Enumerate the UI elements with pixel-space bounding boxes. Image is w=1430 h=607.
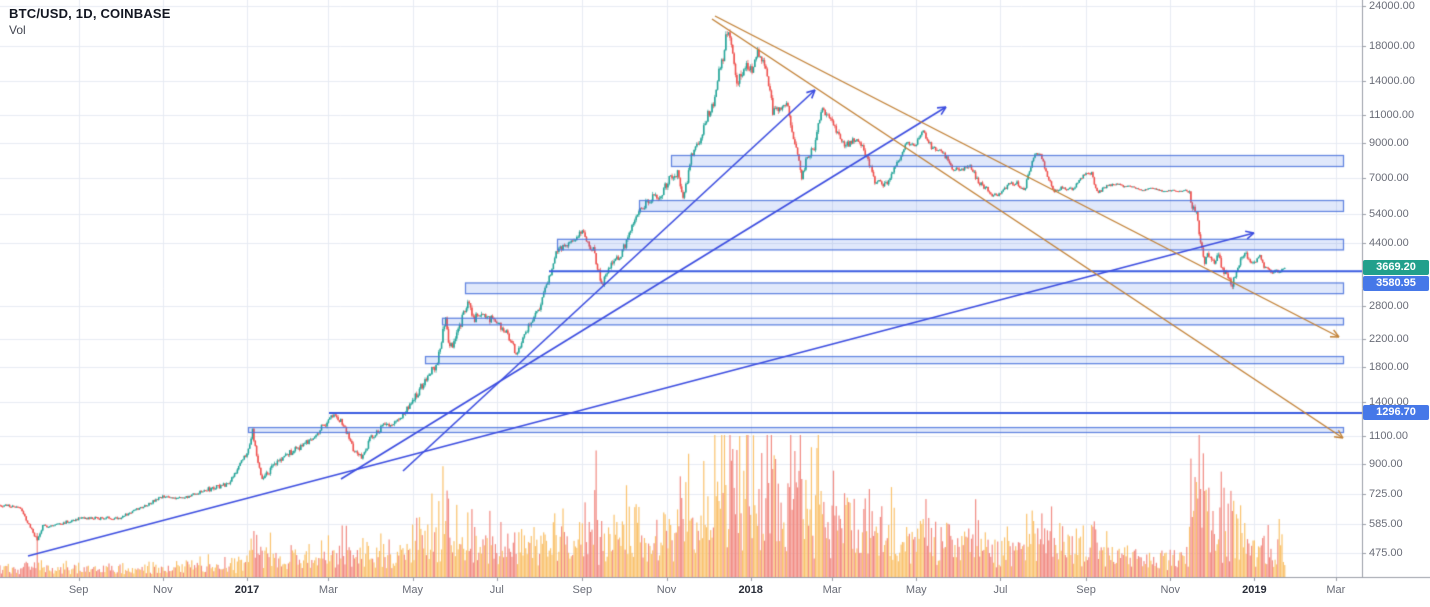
time-tick-label: Sep — [572, 584, 593, 596]
time-tick-label: Mar — [822, 584, 842, 596]
time-tick-label: May — [402, 584, 423, 596]
ray-price-badge: 3580.95 — [1363, 275, 1429, 291]
price-tick-label: 11000.00 — [1369, 108, 1415, 121]
price-tick-label: 4400.00 — [1369, 236, 1409, 249]
time-tick-label: Nov — [153, 584, 173, 596]
price-tick-label: 475.00 — [1369, 546, 1403, 559]
time-tick-label: Mar — [318, 584, 338, 596]
time-tick-label: May — [905, 584, 927, 596]
price-tick-label: 7000.00 — [1369, 171, 1409, 184]
time-tick-label: Nov — [1160, 584, 1180, 596]
price-tick-label: 24000.00 — [1369, 0, 1415, 12]
time-tick-label: Jul — [993, 584, 1008, 596]
price-tick-label: 725.00 — [1369, 488, 1403, 501]
price-tick-label: 900.00 — [1369, 457, 1403, 470]
price-tick-label: 9000.00 — [1369, 136, 1409, 149]
price-tick-label: 5400.00 — [1369, 208, 1409, 220]
time-tick-label: Mar — [1326, 584, 1346, 596]
time-tick-label: 2017 — [234, 584, 260, 596]
price-tick-label: 1800.00 — [1369, 361, 1409, 374]
price-tick-label: 585.00 — [1369, 517, 1403, 530]
price-tick-label: 2200.00 — [1369, 333, 1409, 346]
symbol-legend: BTC/USD, 1D, COINBASE Vol — [9, 5, 171, 38]
time-tick-label: 2018 — [738, 584, 763, 596]
price-tick-label: 1400.00 — [1369, 396, 1409, 409]
price-tick-label: 1100.00 — [1369, 429, 1408, 442]
current-price-badge: 3669.20 — [1363, 260, 1429, 276]
time-tick-label: Nov — [656, 584, 677, 596]
ray-price-badge: 1296.70 — [1363, 405, 1429, 421]
price-tick-label: 14000.00 — [1369, 75, 1415, 88]
price-tick-label: 18000.00 — [1369, 40, 1415, 53]
time-tick-label: Sep — [68, 584, 89, 596]
price-tick-label: 2800.00 — [1369, 299, 1409, 312]
symbol-title[interactable]: BTC/USD, 1D, COINBASE — [9, 6, 171, 21]
time-tick-label: Sep — [1076, 584, 1096, 596]
time-tick-label: Jul — [489, 584, 504, 596]
indicator-vol-label[interactable]: Vol — [9, 23, 26, 37]
time-tick-label: 2019 — [1242, 584, 1267, 596]
